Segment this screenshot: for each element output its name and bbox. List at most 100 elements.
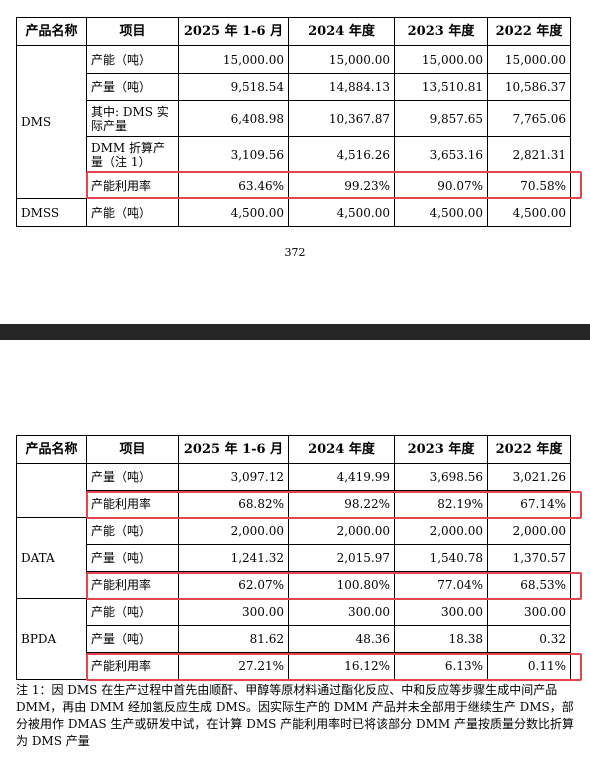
cell-value: 15,000.00	[487, 45, 571, 74]
cell-value: 7,765.06	[487, 100, 571, 137]
cell-value: 98.22%	[288, 490, 395, 518]
row-item-label: 产能（吨）	[86, 517, 179, 545]
header-2023: 2023 年度	[394, 435, 488, 464]
table-row: DATA 产能（吨） 2,000.00 2,000.00 2,000.00 2,…	[16, 517, 571, 599]
cell-value: 10,586.37	[487, 73, 571, 101]
header-2024: 2024 年度	[288, 17, 395, 46]
cell-value: 2,015.97	[288, 544, 395, 572]
row-item-label: 产能利用率	[86, 571, 179, 599]
row-item-label: 产量（吨）	[86, 625, 179, 653]
header-product: 产品名称	[16, 435, 87, 464]
cell-value: 6.13%	[394, 652, 488, 680]
row-item-label: 其中: DMS 实 际产量	[86, 100, 179, 137]
cell-value: 9,857.65	[394, 100, 488, 137]
row-item-label: 产能（吨）	[86, 198, 179, 227]
cell-value: 300.00	[178, 598, 289, 626]
row-item-label: 产能（吨）	[86, 598, 179, 626]
cell-value: 4,500.00	[288, 198, 395, 227]
table-row: DMM 折算产 量（注 1） 3,109.56 4,516.26 3,653.1…	[17, 136, 571, 173]
cell-value: 300.00	[487, 598, 571, 626]
table-row-utilization: 产能利用率 68.82% 98.22% 82.19% 67.14%	[17, 490, 571, 518]
cell-value: 15,000.00	[288, 45, 395, 74]
cell-value: 2,821.31	[487, 136, 571, 173]
cell-value: 4,500.00	[178, 198, 289, 227]
row-item-label-line1: DMM 折算产	[91, 140, 166, 155]
table-row: 产量（吨） 3,097.12 4,419.99 3,698.56 3,021.2…	[16, 463, 571, 518]
table-row-utilization: 产能利用率 27.21% 16.12% 6.13% 0.11%	[17, 652, 571, 680]
capacity-table-top: 产品名称 项目 2025 年 1-6 月 2024 年度 2023 年度 202…	[16, 17, 571, 227]
row-item-label-line2: 量（注 1）	[91, 154, 151, 169]
cell-value: 90.07%	[394, 172, 488, 199]
cell-value: 14,884.13	[288, 73, 395, 101]
cell-value: 16.12%	[288, 652, 395, 680]
cell-value: 4,500.00	[394, 198, 488, 227]
cell-value: 1,241.32	[178, 544, 289, 572]
cell-value: 62.07%	[178, 571, 289, 599]
cell-value: 15,000.00	[394, 45, 488, 74]
cell-value: 0.32	[487, 625, 571, 653]
table-row-utilization: 产能利用率 63.46% 99.23% 90.07% 70.58%	[17, 172, 571, 199]
row-item-label-line2: 际产量	[91, 118, 128, 133]
table-row: 产量（吨） 9,518.54 14,884.13 13,510.81 10,58…	[17, 73, 571, 101]
cell-value: 100.80%	[288, 571, 395, 599]
cell-value: 2,000.00	[487, 517, 571, 545]
cell-value: 27.21%	[178, 652, 289, 680]
header-2022: 2022 年度	[487, 435, 571, 464]
row-item-label: DMM 折算产 量（注 1）	[86, 136, 179, 173]
row-item-label-line1: 其中: DMS 实	[91, 104, 169, 119]
header-item: 项目	[86, 435, 179, 464]
cell-value: 4,500.00	[487, 198, 571, 227]
cell-value: 13,510.81	[394, 73, 488, 101]
row-item-label: 产量（吨）	[86, 73, 179, 101]
header-item: 项目	[86, 17, 179, 46]
table-row-utilization: 产能利用率 62.07% 100.80% 77.04% 68.53%	[17, 571, 571, 599]
cell-value: 82.19%	[394, 490, 488, 518]
page-divider	[0, 324, 590, 340]
cell-value: 4,516.26	[288, 136, 395, 173]
cell-value: 10,367.87	[288, 100, 395, 137]
table-header-row: 产品名称 项目 2025 年 1-6 月 2024 年度 2023 年度 202…	[16, 17, 571, 46]
table-row: 产量（吨） 81.62 48.36 18.38 0.32	[17, 625, 571, 653]
header-product: 产品名称	[16, 17, 87, 46]
table-row: DMS 产能（吨） 15,000.00 15,000.00 15,000.00 …	[16, 45, 571, 199]
product-name-bpda: BPDA	[16, 598, 87, 680]
cell-value: 2,000.00	[394, 517, 488, 545]
cell-value: 2,000.00	[178, 517, 289, 545]
capacity-table-bottom: 产品名称 项目 2025 年 1-6 月 2024 年度 2023 年度 202…	[16, 435, 571, 680]
cell-value: 48.36	[288, 625, 395, 653]
header-2025h1: 2025 年 1-6 月	[178, 435, 289, 464]
cell-value: 1,540.78	[394, 544, 488, 572]
page-number: 372	[284, 246, 306, 259]
row-item-label: 产量（吨）	[86, 544, 179, 572]
product-name-dmss: DMSS	[16, 198, 87, 227]
row-item-label: 产量（吨）	[86, 463, 179, 491]
table-row: 其中: DMS 实 际产量 6,408.98 10,367.87 9,857.6…	[17, 100, 571, 137]
cell-value: 300.00	[394, 598, 488, 626]
header-2025h1: 2025 年 1-6 月	[178, 17, 289, 46]
row-item-label: 产能（吨）	[86, 45, 179, 74]
table-row: 产量（吨） 1,241.32 2,015.97 1,540.78 1,370.5…	[17, 544, 571, 572]
cell-value: 3,698.56	[394, 463, 488, 491]
cell-value: 0.11%	[487, 652, 571, 680]
footnote: 注 1：因 DMS 在生产过程中首先由顺酐、甲醇等原材料通过酯化反应、中和反应等…	[16, 683, 575, 748]
row-item-label: 产能利用率	[86, 172, 179, 199]
cell-value: 3,021.26	[487, 463, 571, 491]
header-2024: 2024 年度	[288, 435, 395, 464]
cell-value: 3,653.16	[394, 136, 488, 173]
cell-value: 4,419.99	[288, 463, 395, 491]
row-item-label: 产能利用率	[86, 490, 179, 518]
cell-value: 77.04%	[394, 571, 488, 599]
cell-value: 3,109.56	[178, 136, 289, 173]
table-row: DMSS 产能（吨） 4,500.00 4,500.00 4,500.00 4,…	[16, 198, 571, 227]
row-item-label: 产能利用率	[86, 652, 179, 680]
cell-value: 2,000.00	[288, 517, 395, 545]
cell-value: 9,518.54	[178, 73, 289, 101]
table-header-row: 产品名称 项目 2025 年 1-6 月 2024 年度 2023 年度 202…	[16, 435, 571, 464]
product-name-continued	[16, 463, 87, 518]
cell-value: 300.00	[288, 598, 395, 626]
cell-value: 67.14%	[487, 490, 571, 518]
cell-value: 1,370.57	[487, 544, 571, 572]
header-2022: 2022 年度	[487, 17, 571, 46]
cell-value: 68.53%	[487, 571, 571, 599]
cell-value: 63.46%	[178, 172, 289, 199]
